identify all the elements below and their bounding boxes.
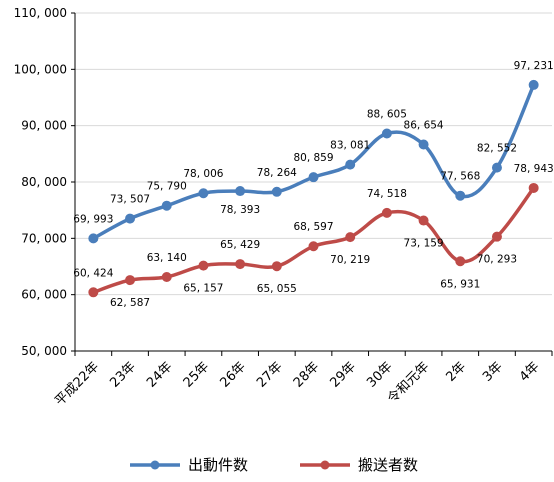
data-label: 83, 081 bbox=[330, 140, 370, 152]
x-tick-label: 29年 bbox=[328, 359, 359, 390]
data-label: 80, 859 bbox=[293, 152, 333, 164]
legend-marker bbox=[150, 460, 160, 470]
data-label: 68, 597 bbox=[293, 221, 333, 233]
data-label: 69, 993 bbox=[73, 213, 113, 225]
data-point bbox=[88, 287, 99, 298]
data-point bbox=[418, 215, 429, 226]
x-tick-label: 30年 bbox=[364, 359, 395, 390]
data-label: 62, 587 bbox=[110, 297, 150, 309]
data-label: 73, 159 bbox=[404, 238, 444, 250]
y-tick-label: 90, 000 bbox=[21, 119, 67, 133]
data-point bbox=[418, 139, 429, 150]
y-tick-label: 80, 000 bbox=[21, 175, 67, 189]
data-label: 97, 231 bbox=[514, 60, 554, 72]
y-tick-label: 100, 000 bbox=[14, 62, 67, 76]
data-label: 86, 654 bbox=[404, 120, 444, 132]
y-tick-label: 70, 000 bbox=[21, 231, 67, 245]
data-label: 77, 568 bbox=[440, 171, 480, 183]
data-label: 65, 931 bbox=[440, 278, 480, 290]
data-label: 74, 518 bbox=[367, 188, 407, 200]
data-point bbox=[345, 232, 356, 243]
data-point bbox=[235, 186, 246, 197]
data-point bbox=[161, 200, 172, 211]
legend-marker bbox=[320, 460, 330, 470]
data-label: 73, 507 bbox=[110, 194, 150, 206]
data-label: 82, 552 bbox=[477, 143, 517, 155]
data-label: 65, 429 bbox=[220, 239, 260, 251]
data-point bbox=[125, 275, 136, 286]
data-label: 63, 140 bbox=[147, 252, 187, 264]
data-point bbox=[381, 128, 392, 139]
data-label: 75, 790 bbox=[147, 181, 187, 193]
x-tick-label: 2年 bbox=[443, 359, 469, 385]
data-label: 78, 393 bbox=[220, 204, 260, 216]
data-point bbox=[491, 162, 502, 173]
data-point bbox=[491, 231, 502, 242]
data-label: 78, 006 bbox=[183, 168, 223, 180]
data-point bbox=[308, 241, 319, 252]
series-group bbox=[88, 79, 539, 298]
data-label: 65, 055 bbox=[257, 283, 297, 295]
series-line-2 bbox=[92, 186, 536, 294]
y-tick-label: 50, 000 bbox=[21, 344, 67, 358]
x-tick-label: 26年 bbox=[217, 359, 248, 390]
legend: 出動件数 搬送者数 bbox=[130, 456, 418, 474]
data-point bbox=[308, 172, 319, 183]
data-label: 70, 293 bbox=[477, 254, 517, 266]
data-point bbox=[198, 188, 209, 199]
data-label: 60, 424 bbox=[73, 267, 113, 279]
data-point bbox=[198, 260, 209, 271]
y-tick-label: 110, 000 bbox=[14, 6, 67, 20]
data-point bbox=[528, 182, 539, 193]
legend-label: 出動件数 bbox=[188, 456, 248, 474]
data-point bbox=[271, 186, 282, 197]
data-label: 65, 157 bbox=[183, 283, 223, 295]
x-tick-label: 24年 bbox=[144, 359, 175, 390]
x-tick-label: 4年 bbox=[517, 359, 543, 385]
x-tick-label: 27年 bbox=[254, 359, 285, 390]
data-point bbox=[455, 190, 466, 201]
x-tick-label: 3年 bbox=[480, 359, 506, 385]
data-point bbox=[125, 213, 136, 224]
data-point bbox=[455, 256, 466, 267]
data-point bbox=[88, 233, 99, 244]
data-point bbox=[381, 207, 392, 218]
data-label: 78, 264 bbox=[257, 167, 297, 179]
y-tick-label: 60, 000 bbox=[21, 288, 67, 302]
y-axis: 50, 000 60, 000 70, 000 80, 000 90, 000 100, … bbox=[14, 6, 76, 358]
data-point bbox=[345, 159, 356, 170]
x-tick-label: 28年 bbox=[291, 359, 322, 390]
data-point bbox=[235, 259, 246, 270]
data-point bbox=[271, 261, 282, 272]
data-point bbox=[161, 271, 172, 282]
data-label: 88, 605 bbox=[367, 109, 407, 121]
legend-label: 搬送者数 bbox=[358, 456, 418, 474]
data-point bbox=[528, 79, 539, 90]
x-tick-label: 23年 bbox=[107, 359, 138, 390]
x-tick-label: 平成22年 bbox=[52, 359, 102, 409]
data-label: 78, 943 bbox=[514, 163, 554, 175]
x-tick-label: 25年 bbox=[181, 359, 212, 390]
data-label: 70, 219 bbox=[330, 254, 370, 266]
